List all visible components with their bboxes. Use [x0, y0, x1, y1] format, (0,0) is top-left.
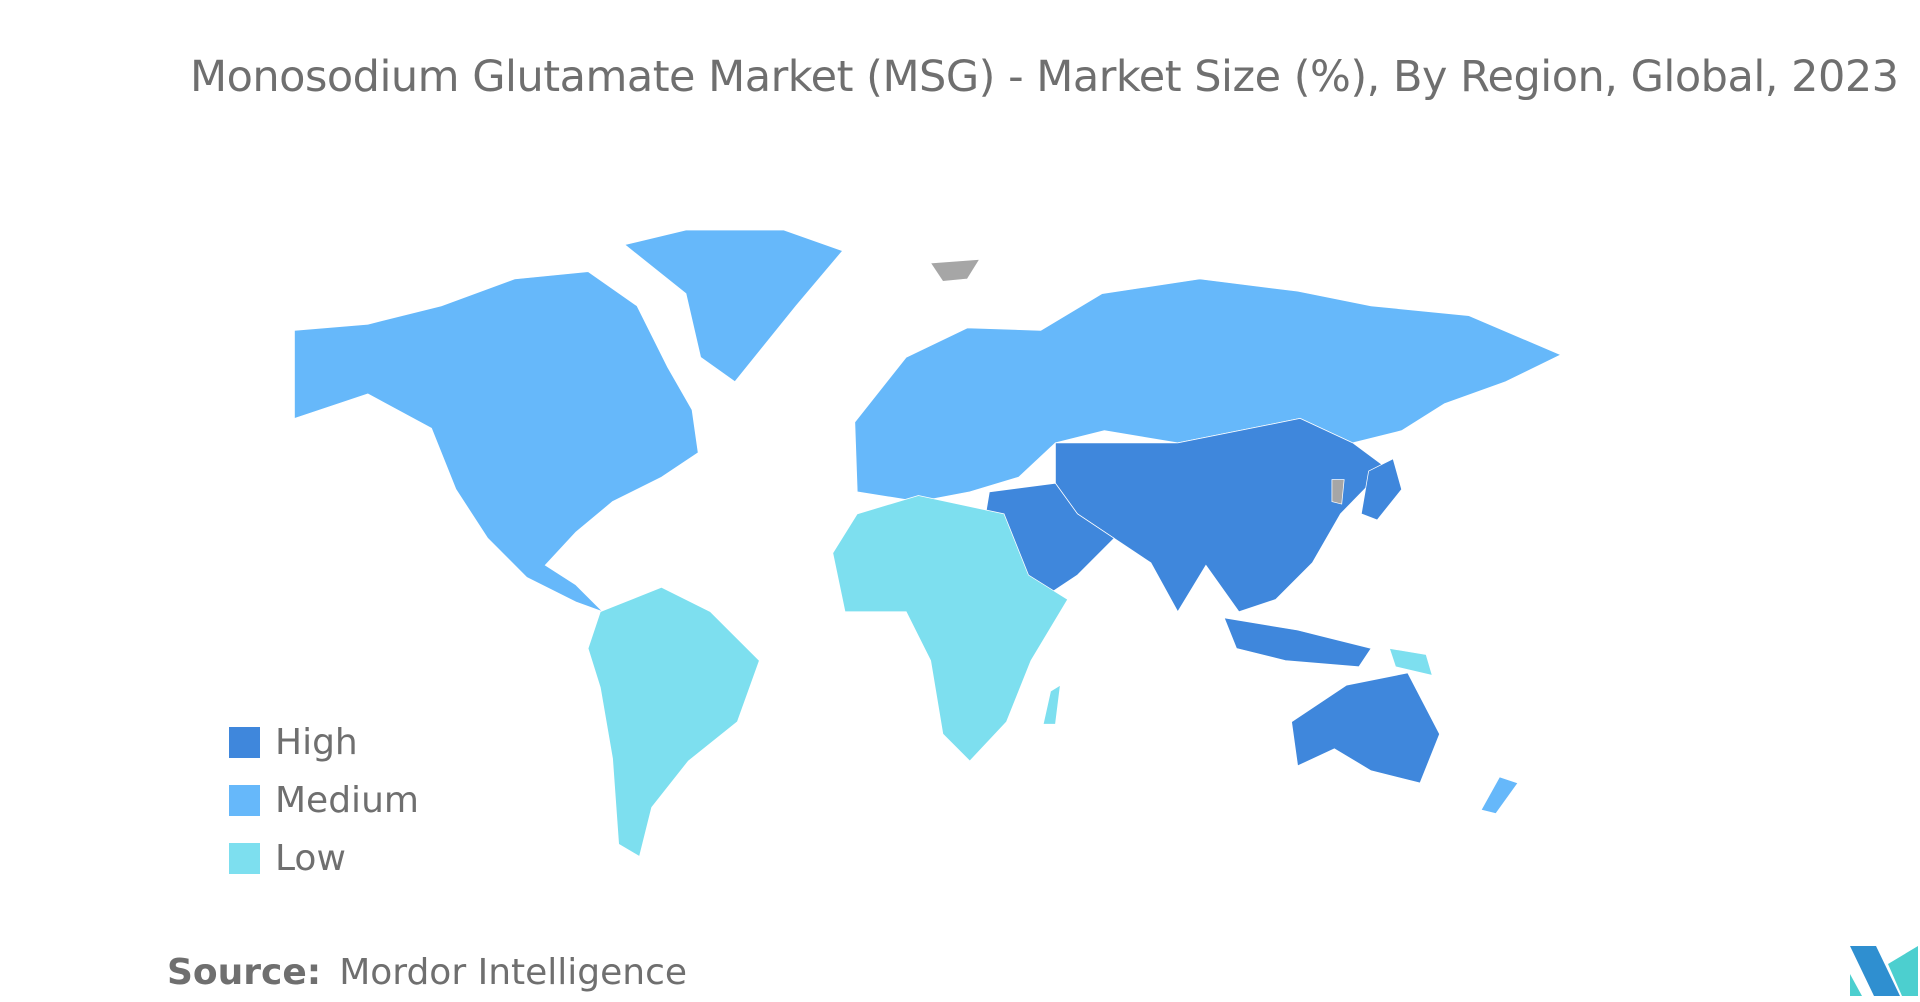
region-indonesia	[1223, 617, 1372, 668]
legend-label: Low	[275, 837, 346, 879]
source-note: Source: Mordor Intelligence	[167, 952, 687, 993]
source-label: Source:	[167, 952, 322, 993]
region-korea	[1331, 479, 1345, 505]
legend-swatch-low	[229, 842, 260, 874]
region-new-zealand	[1480, 776, 1519, 815]
mordor-intelligence-logo	[1850, 946, 1918, 996]
region-madagascar	[1042, 684, 1061, 725]
region-australia	[1291, 672, 1440, 784]
legend-swatch-medium	[229, 784, 260, 816]
region-svalbard	[929, 258, 981, 282]
legend-item-medium: Medium	[229, 771, 419, 829]
legend-swatch-high	[229, 726, 260, 758]
region-europe-and-russia	[854, 278, 1562, 502]
legend-label: Medium	[275, 779, 419, 821]
region-africa	[832, 495, 1069, 762]
source-value: Mordor Intelligence	[339, 952, 688, 993]
legend: High Medium Low	[229, 713, 419, 887]
region-north-america	[294, 271, 699, 613]
region-asia-pacific	[1055, 418, 1387, 613]
region-south-america	[587, 586, 760, 857]
chart-title: Monosodium Glutamate Market (MSG) - Mark…	[190, 52, 1899, 102]
legend-label: High	[275, 721, 358, 763]
region-papua-new-guinea	[1388, 647, 1433, 676]
legend-item-low: Low	[229, 829, 419, 887]
region-greenland	[623, 229, 844, 383]
legend-item-high: High	[229, 713, 419, 771]
region-japan	[1360, 458, 1403, 521]
